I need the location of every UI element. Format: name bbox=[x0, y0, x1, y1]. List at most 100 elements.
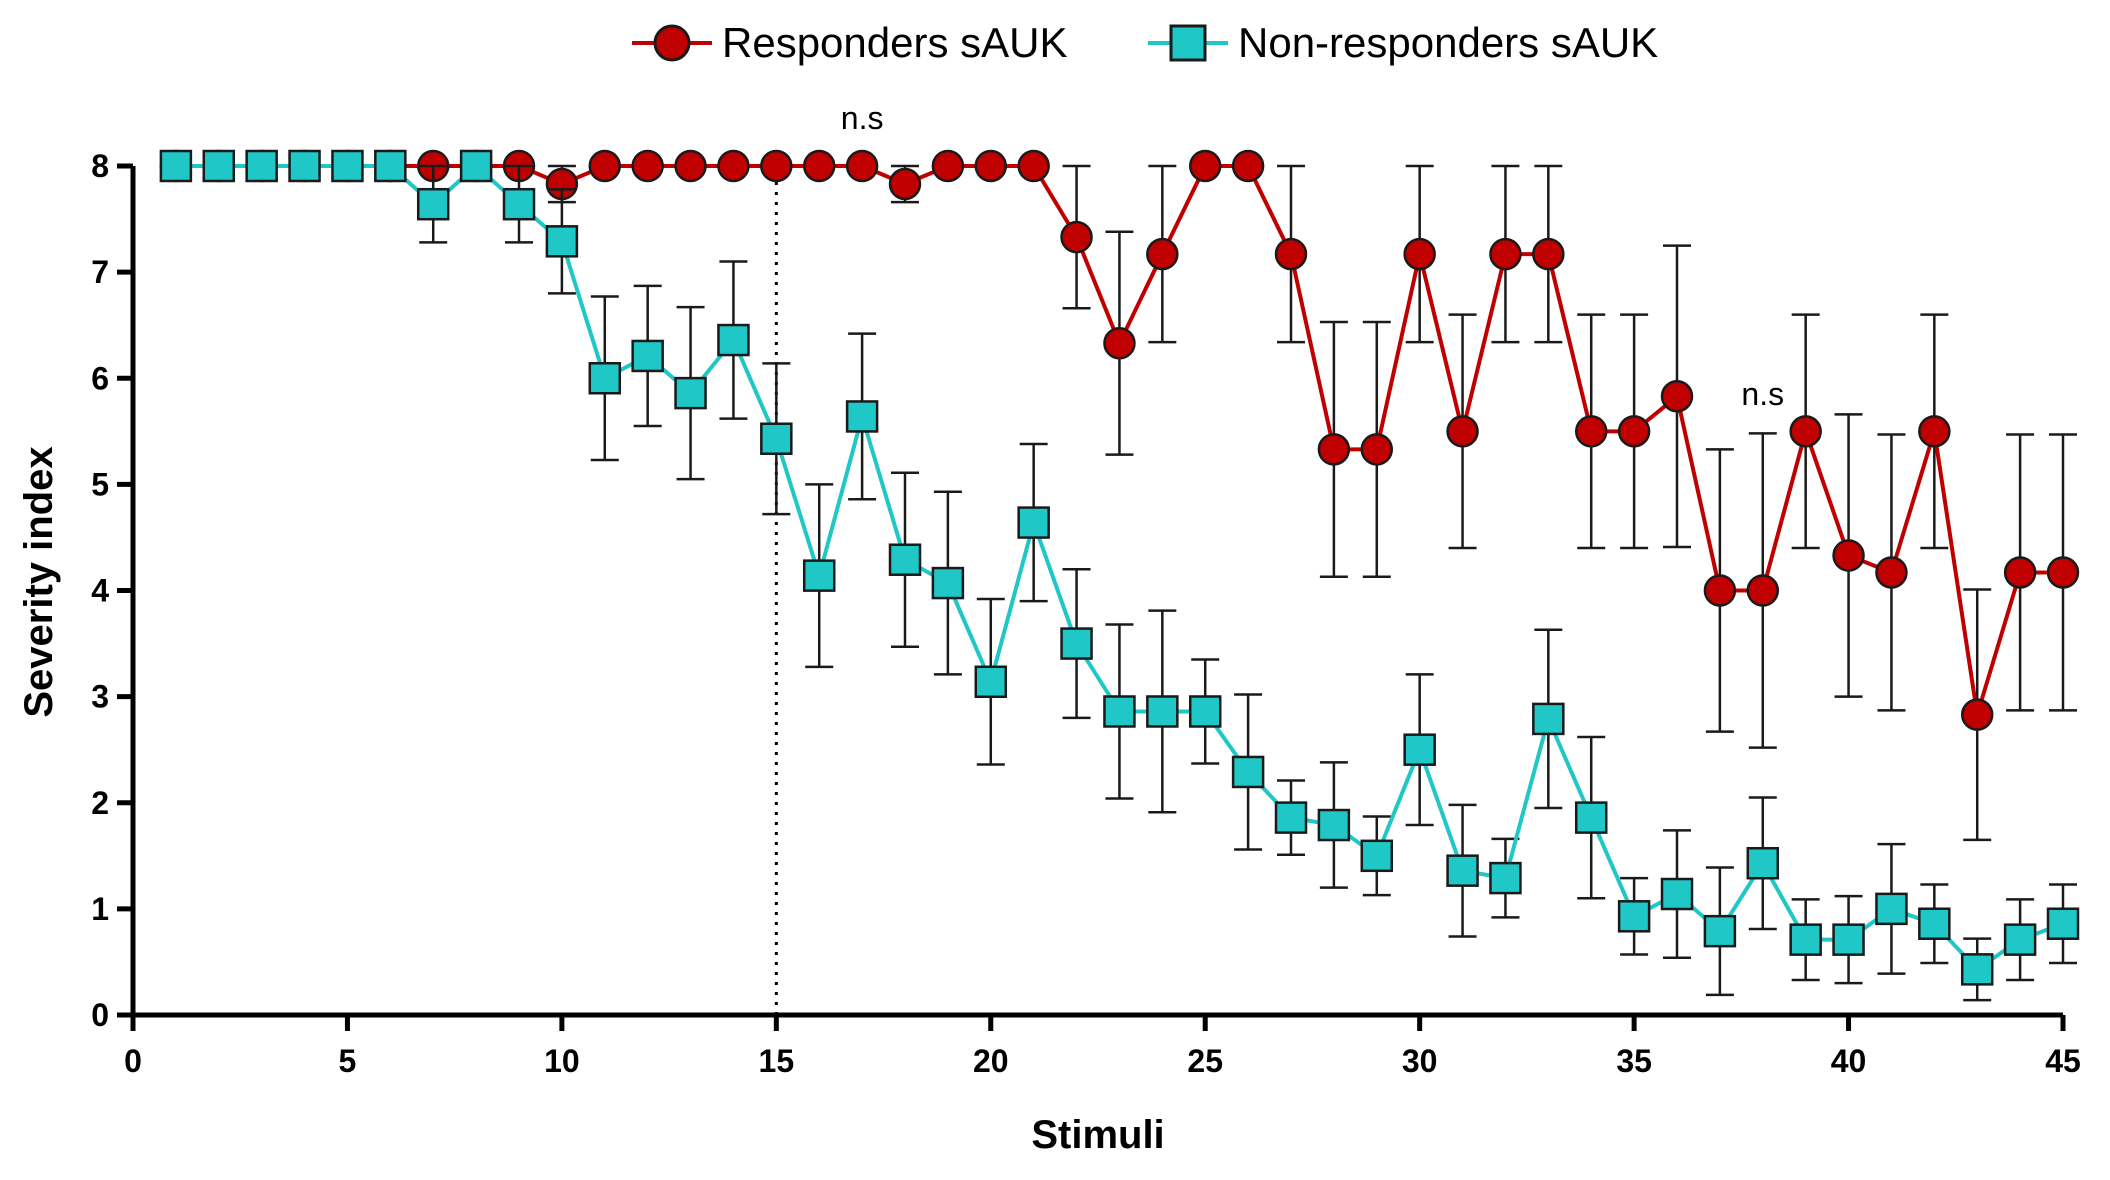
chart-root: 0 5 10 15 20 25 30 35 40 45 0 1 2 3 4 5 6 7 8 Stimuli Seve… bbox=[0, 0, 2110, 1180]
point-responders-28 bbox=[1319, 434, 1349, 464]
x-tick-label-45: 45 bbox=[2045, 1043, 2081, 1079]
x-tick-label-0: 0 bbox=[124, 1043, 142, 1079]
point-non-responders-6 bbox=[375, 151, 405, 181]
point-responders-22 bbox=[1062, 222, 1092, 252]
point-non-responders-1 bbox=[161, 151, 191, 181]
y-tick-label-3: 3 bbox=[91, 679, 109, 715]
x-tick-label-25: 25 bbox=[1187, 1043, 1223, 1079]
point-responders-12 bbox=[633, 151, 663, 181]
point-responders-30 bbox=[1405, 239, 1435, 269]
point-responders-36 bbox=[1662, 381, 1692, 411]
point-non-responders-8 bbox=[461, 151, 491, 181]
point-non-responders-4 bbox=[290, 151, 320, 181]
point-responders-38 bbox=[1748, 576, 1778, 606]
point-non-responders-14 bbox=[718, 325, 748, 355]
point-non-responders-25 bbox=[1190, 696, 1220, 726]
legend-marker-non-responders bbox=[1171, 26, 1205, 60]
legend: Responders sAUK Non-responders sAUK bbox=[632, 19, 1658, 66]
point-non-responders-17 bbox=[847, 401, 877, 431]
point-non-responders-2 bbox=[204, 151, 234, 181]
point-non-responders-36 bbox=[1662, 879, 1692, 909]
y-tick-label-0: 0 bbox=[91, 997, 109, 1033]
point-non-responders-19 bbox=[933, 568, 963, 598]
x-tick-label-35: 35 bbox=[1616, 1043, 1652, 1079]
series-layer bbox=[161, 151, 2078, 1000]
point-responders-45 bbox=[2048, 557, 2078, 587]
point-responders-11 bbox=[590, 151, 620, 181]
point-responders-20 bbox=[976, 151, 1006, 181]
point-non-responders-26 bbox=[1233, 757, 1263, 787]
point-non-responders-31 bbox=[1448, 856, 1478, 886]
point-responders-24 bbox=[1147, 239, 1177, 269]
point-responders-32 bbox=[1490, 239, 1520, 269]
point-non-responders-30 bbox=[1405, 735, 1435, 765]
point-non-responders-11 bbox=[590, 363, 620, 393]
point-non-responders-34 bbox=[1576, 803, 1606, 833]
point-non-responders-33 bbox=[1533, 704, 1563, 734]
legend-marker-responders bbox=[655, 26, 689, 60]
annotation-ns-0: n.s bbox=[841, 100, 884, 136]
point-responders-31 bbox=[1448, 416, 1478, 446]
point-non-responders-15 bbox=[761, 424, 791, 454]
legend-label-responders: Responders sAUK bbox=[722, 19, 1068, 66]
x-axis-title: Stimuli bbox=[1031, 1113, 1164, 1157]
point-responders-33 bbox=[1533, 239, 1563, 269]
point-responders-13 bbox=[676, 151, 706, 181]
point-non-responders-37 bbox=[1705, 916, 1735, 946]
y-tick-label-5: 5 bbox=[91, 466, 109, 502]
point-responders-35 bbox=[1619, 416, 1649, 446]
point-non-responders-13 bbox=[676, 378, 706, 408]
point-non-responders-16 bbox=[804, 561, 834, 591]
point-non-responders-24 bbox=[1147, 696, 1177, 726]
point-responders-44 bbox=[2005, 557, 2035, 587]
y-tick-label-8: 8 bbox=[91, 148, 109, 184]
point-non-responders-38 bbox=[1748, 848, 1778, 878]
point-non-responders-45 bbox=[2048, 909, 2078, 939]
point-responders-23 bbox=[1104, 328, 1134, 358]
point-responders-27 bbox=[1276, 239, 1306, 269]
x-tick-label-15: 15 bbox=[759, 1043, 795, 1079]
x-tick-label-5: 5 bbox=[339, 1043, 357, 1079]
point-non-responders-44 bbox=[2005, 925, 2035, 955]
point-non-responders-23 bbox=[1104, 696, 1134, 726]
point-non-responders-32 bbox=[1490, 863, 1520, 893]
point-responders-25 bbox=[1190, 151, 1220, 181]
point-responders-18 bbox=[890, 169, 920, 199]
point-responders-14 bbox=[718, 151, 748, 181]
point-non-responders-29 bbox=[1362, 841, 1392, 871]
point-non-responders-22 bbox=[1062, 629, 1092, 659]
point-non-responders-28 bbox=[1319, 810, 1349, 840]
point-responders-26 bbox=[1233, 151, 1263, 181]
legend-label-non-responders: Non-responders sAUK bbox=[1238, 19, 1658, 66]
point-responders-21 bbox=[1019, 151, 1049, 181]
point-non-responders-39 bbox=[1791, 925, 1821, 955]
point-responders-39 bbox=[1791, 416, 1821, 446]
y-axis-title: Severity index bbox=[17, 446, 61, 717]
point-responders-40 bbox=[1834, 540, 1864, 570]
point-non-responders-10 bbox=[547, 226, 577, 256]
y-tick-label-6: 6 bbox=[91, 360, 109, 396]
x-tick-label-10: 10 bbox=[544, 1043, 580, 1079]
severity-line-chart: 0 5 10 15 20 25 30 35 40 45012345678 Stimuli Seve… bbox=[0, 0, 2110, 1180]
y-tick-label-1: 1 bbox=[91, 891, 109, 927]
point-non-responders-12 bbox=[633, 341, 663, 371]
point-non-responders-7 bbox=[418, 189, 448, 219]
point-responders-41 bbox=[1876, 557, 1906, 587]
point-non-responders-3 bbox=[247, 151, 277, 181]
point-non-responders-20 bbox=[976, 667, 1006, 697]
point-non-responders-35 bbox=[1619, 901, 1649, 931]
point-responders-43 bbox=[1962, 700, 1992, 730]
point-responders-29 bbox=[1362, 434, 1392, 464]
x-tick-label-20: 20 bbox=[973, 1043, 1009, 1079]
point-non-responders-21 bbox=[1019, 508, 1049, 538]
point-non-responders-42 bbox=[1919, 909, 1949, 939]
point-non-responders-5 bbox=[332, 151, 362, 181]
point-non-responders-18 bbox=[890, 545, 920, 575]
point-non-responders-27 bbox=[1276, 803, 1306, 833]
point-non-responders-9 bbox=[504, 189, 534, 219]
point-non-responders-40 bbox=[1834, 925, 1864, 955]
point-responders-17 bbox=[847, 151, 877, 181]
point-responders-34 bbox=[1576, 416, 1606, 446]
y-tick-label-4: 4 bbox=[91, 573, 109, 609]
